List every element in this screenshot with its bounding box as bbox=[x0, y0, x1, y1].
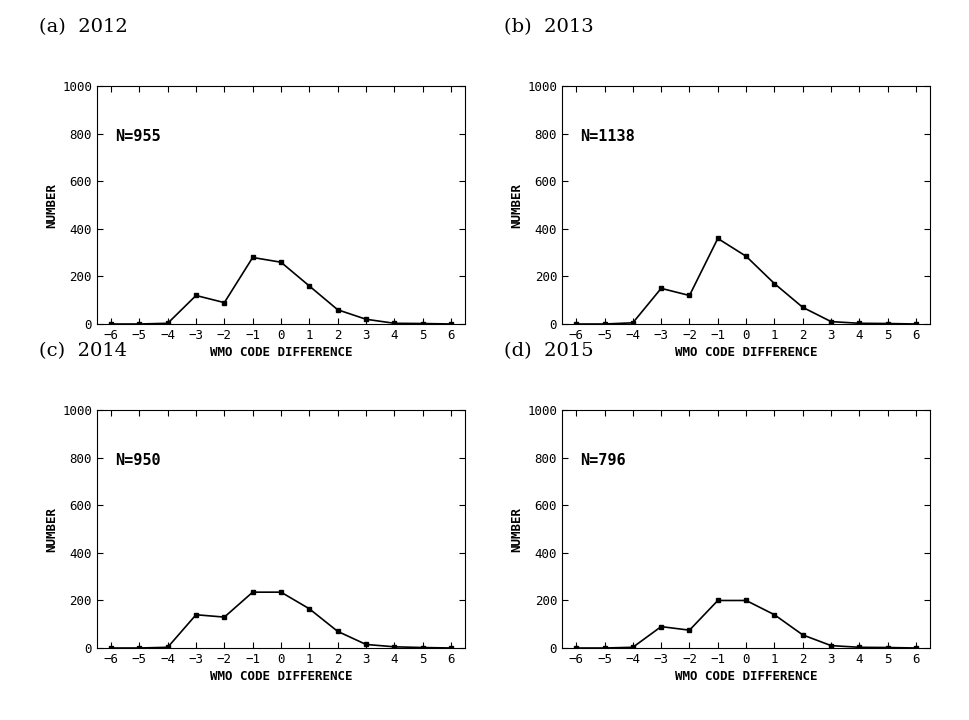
X-axis label: WMO CODE DIFFERENCE: WMO CODE DIFFERENCE bbox=[674, 346, 818, 359]
Text: (d)  2015: (d) 2015 bbox=[504, 342, 593, 360]
Y-axis label: NUMBER: NUMBER bbox=[510, 507, 523, 552]
Y-axis label: NUMBER: NUMBER bbox=[45, 183, 58, 228]
Text: N=796: N=796 bbox=[580, 453, 626, 468]
X-axis label: WMO CODE DIFFERENCE: WMO CODE DIFFERENCE bbox=[209, 346, 353, 359]
Text: (a)  2012: (a) 2012 bbox=[39, 18, 128, 36]
Text: (b)  2013: (b) 2013 bbox=[504, 18, 594, 36]
Text: N=1138: N=1138 bbox=[580, 129, 636, 144]
Text: (c)  2014: (c) 2014 bbox=[39, 342, 127, 360]
X-axis label: WMO CODE DIFFERENCE: WMO CODE DIFFERENCE bbox=[209, 670, 353, 683]
Text: N=955: N=955 bbox=[115, 129, 161, 144]
Y-axis label: NUMBER: NUMBER bbox=[45, 507, 58, 552]
X-axis label: WMO CODE DIFFERENCE: WMO CODE DIFFERENCE bbox=[674, 670, 818, 683]
Y-axis label: NUMBER: NUMBER bbox=[510, 183, 523, 228]
Text: N=950: N=950 bbox=[115, 453, 161, 468]
